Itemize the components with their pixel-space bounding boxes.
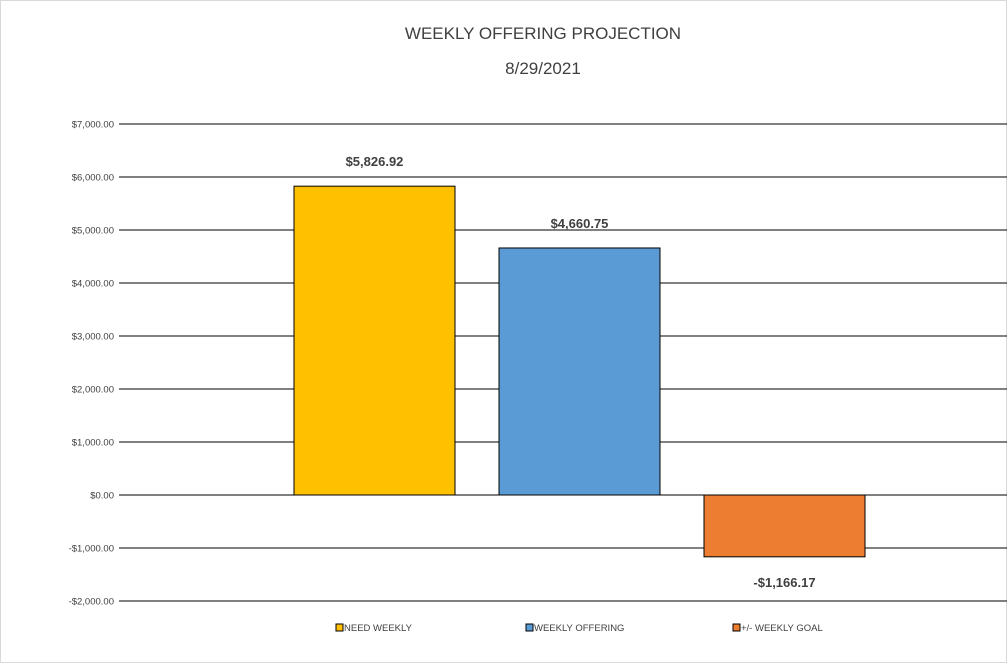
y-tick-label: $7,000.00 bbox=[72, 120, 114, 131]
y-tick-label: $5,000.00 bbox=[72, 226, 114, 237]
y-tick-label: $1,000.00 bbox=[72, 438, 114, 449]
bar bbox=[703, 494, 866, 558]
legend-swatch bbox=[335, 623, 344, 632]
legend: NEED WEEKLY WEEKLY OFFERING +/- WEEKLY GOA… bbox=[335, 623, 823, 634]
chart-subtitle: 8/29/2021 bbox=[505, 59, 581, 78]
legend-swatch bbox=[525, 623, 534, 632]
y-tick-label: -$1,000.00 bbox=[69, 544, 114, 555]
bars bbox=[293, 185, 866, 558]
y-tick-label: $6,000.00 bbox=[72, 173, 114, 184]
y-tick-label: $4,000.00 bbox=[72, 279, 114, 290]
bar bbox=[498, 247, 661, 496]
bar bbox=[293, 185, 456, 496]
y-tick-label: -$2,000.00 bbox=[69, 597, 114, 608]
legend-label: +/- WEEKLY GOAL bbox=[741, 623, 823, 634]
y-tick-label: $0.00 bbox=[90, 491, 114, 502]
y-axis-tick-labels: $7,000.00 $6,000.00 $5,000.00 $4,000.00 $3,0… bbox=[69, 120, 114, 608]
y-tick-label: $2,000.00 bbox=[72, 385, 114, 396]
data-label: $4,660.75 bbox=[551, 216, 609, 231]
chart-title: WEEKLY OFFERING PROJECTION bbox=[405, 24, 681, 43]
legend-swatch bbox=[732, 623, 741, 632]
data-labels: $5,826.92 $4,660.75 -$1,166.17 bbox=[346, 154, 816, 590]
legend-label: NEED WEEKLY bbox=[344, 623, 413, 634]
data-label: -$1,166.17 bbox=[753, 575, 815, 590]
y-tick-label: $3,000.00 bbox=[72, 332, 114, 343]
legend-label: WEEKLY OFFERING bbox=[534, 623, 624, 634]
data-label: $5,826.92 bbox=[346, 154, 404, 169]
